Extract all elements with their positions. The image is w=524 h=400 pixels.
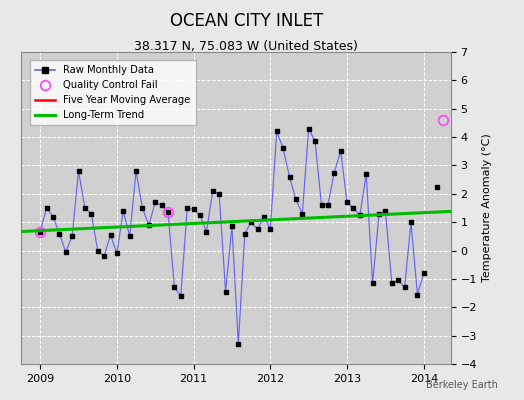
Text: OCEAN CITY INLET: OCEAN CITY INLET (170, 12, 323, 30)
Text: 38.317 N, 75.083 W (United States): 38.317 N, 75.083 W (United States) (134, 40, 358, 53)
Y-axis label: Temperature Anomaly (°C): Temperature Anomaly (°C) (483, 134, 493, 282)
Legend: Raw Monthly Data, Quality Control Fail, Five Year Moving Average, Long-Term Tren: Raw Monthly Data, Quality Control Fail, … (30, 60, 195, 125)
Text: Berkeley Earth: Berkeley Earth (426, 380, 498, 390)
